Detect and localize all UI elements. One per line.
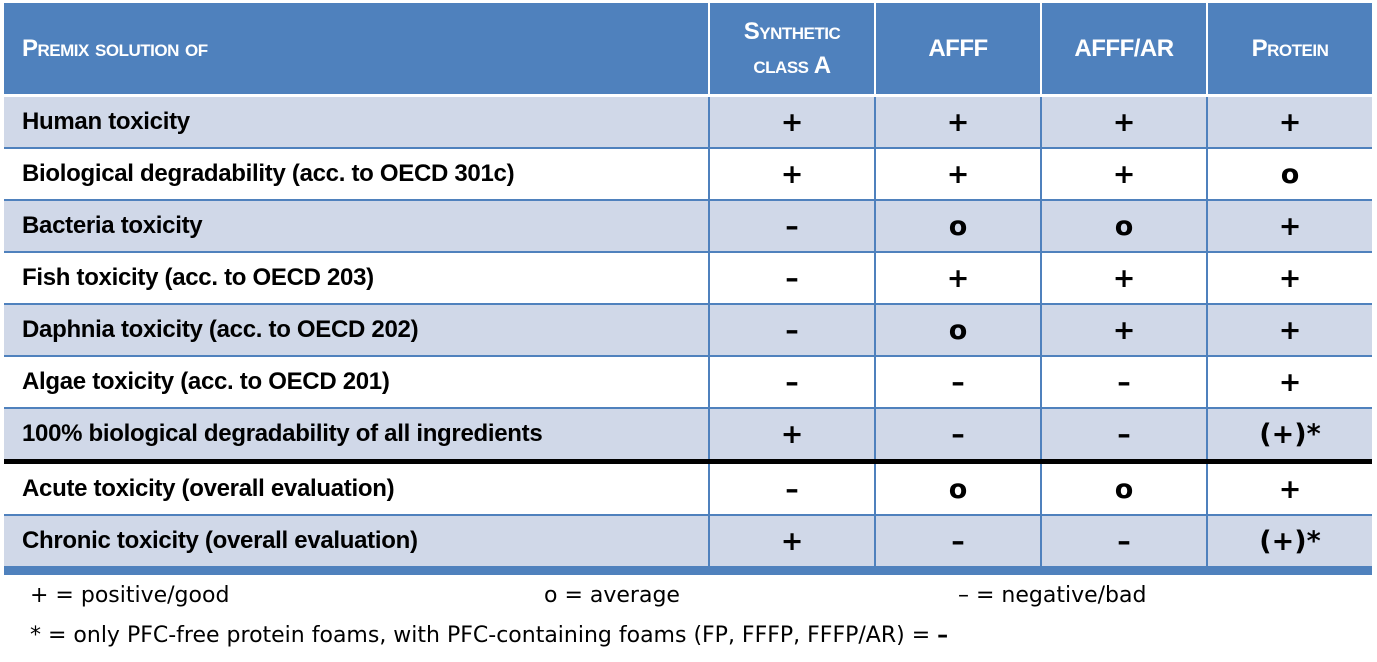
rating-cell: o bbox=[1207, 148, 1372, 201]
rating-cell: – bbox=[709, 304, 876, 357]
row-label: Bacteria toxicity bbox=[4, 200, 710, 253]
rating-cell: – bbox=[709, 356, 876, 409]
table-row: Chronic toxicity (overall evaluation) + … bbox=[4, 515, 1372, 568]
rating-cell: o bbox=[875, 304, 1042, 357]
table-row: Daphnia toxicity (acc. to OECD 202) – o … bbox=[4, 304, 1372, 357]
table-row: Human toxicity + + + + bbox=[4, 95, 1372, 149]
rating-cell: – bbox=[875, 408, 1042, 463]
rating-cell: + bbox=[875, 252, 1042, 305]
rating-cell: + bbox=[1207, 356, 1372, 409]
rating-cell: o bbox=[1041, 200, 1208, 253]
rating-cell: + bbox=[1041, 252, 1208, 305]
rating-cell: o bbox=[1041, 459, 1208, 516]
rating-cell: + bbox=[1041, 95, 1208, 149]
row-label: Biological degradability (acc. to OECD 3… bbox=[4, 148, 710, 201]
row-label: Daphnia toxicity (acc. to OECD 202) bbox=[4, 304, 710, 357]
legend-positive: + = positive/good bbox=[30, 583, 230, 608]
header-synthetic-class-a: Synthetic class A bbox=[709, 3, 876, 97]
header-row: Premix solution of Synthetic class A AFF… bbox=[4, 3, 1372, 97]
rating-cell: – bbox=[709, 459, 876, 516]
header-row-label: Premix solution of bbox=[4, 3, 710, 97]
table-row: Algae toxicity (acc. to OECD 201) – – – … bbox=[4, 356, 1372, 409]
table-row: Fish toxicity (acc. to OECD 203) – + + + bbox=[4, 252, 1372, 305]
table-row: Biological degradability (acc. to OECD 3… bbox=[4, 148, 1372, 201]
table-row: 100% biological degradability of all ing… bbox=[4, 408, 1372, 463]
rating-cell: + bbox=[709, 95, 876, 149]
header-afff: AFFF bbox=[875, 3, 1042, 97]
footnote: * = only PFC-free protein foams, with PF… bbox=[30, 623, 948, 648]
rating-cell: + bbox=[1207, 200, 1372, 253]
rating-cell: + bbox=[875, 95, 1042, 149]
rating-cell: + bbox=[1041, 148, 1208, 201]
rating-cell: + bbox=[1207, 304, 1372, 357]
rating-cell: (+)* bbox=[1207, 408, 1372, 463]
rating-cell: o bbox=[875, 200, 1042, 253]
rating-cell: + bbox=[1207, 459, 1372, 516]
row-label: Acute toxicity (overall evaluation) bbox=[4, 459, 710, 516]
rating-cell: – bbox=[1041, 408, 1208, 463]
footnote-text: * = only PFC-free protein foams, with PF… bbox=[30, 623, 938, 648]
rating-cell: o bbox=[875, 459, 1042, 516]
rating-cell: + bbox=[709, 148, 876, 201]
rating-cell: – bbox=[875, 515, 1042, 568]
rating-cell: – bbox=[875, 356, 1042, 409]
evaluation-table: Premix solution of Synthetic class A AFF… bbox=[4, 3, 1372, 568]
footnote-symbol: – bbox=[937, 623, 949, 648]
rating-cell: – bbox=[1041, 356, 1208, 409]
rating-cell: + bbox=[1041, 304, 1208, 357]
rating-cell: – bbox=[1041, 515, 1208, 568]
rating-cell: + bbox=[1207, 252, 1372, 305]
table-row: Acute toxicity (overall evaluation) – o … bbox=[4, 459, 1372, 516]
rating-cell: + bbox=[875, 148, 1042, 201]
row-label: Chronic toxicity (overall evaluation) bbox=[4, 515, 710, 568]
rating-cell: – bbox=[709, 200, 876, 253]
row-label: Fish toxicity (acc. to OECD 203) bbox=[4, 252, 710, 305]
table-row: Bacteria toxicity – o o + bbox=[4, 200, 1372, 253]
legend-negative: – = negative/bad bbox=[958, 583, 1147, 608]
rating-cell: + bbox=[1207, 95, 1372, 149]
evaluation-table-container: Premix solution of Synthetic class A AFF… bbox=[4, 3, 1372, 575]
rating-cell: (+)* bbox=[1207, 515, 1372, 568]
rating-cell: + bbox=[709, 408, 876, 463]
row-label: 100% biological degradability of all ing… bbox=[4, 408, 710, 463]
header-afff-ar: AFFF/AR bbox=[1041, 3, 1208, 97]
legend: + = positive/good o = average – = negati… bbox=[30, 583, 1360, 619]
row-label: Human toxicity bbox=[4, 95, 710, 149]
row-label: Algae toxicity (acc. to OECD 201) bbox=[4, 356, 710, 409]
header-protein: Protein bbox=[1207, 3, 1372, 97]
rating-cell: – bbox=[709, 252, 876, 305]
legend-average: o = average bbox=[544, 583, 680, 608]
rating-cell: + bbox=[709, 515, 876, 568]
